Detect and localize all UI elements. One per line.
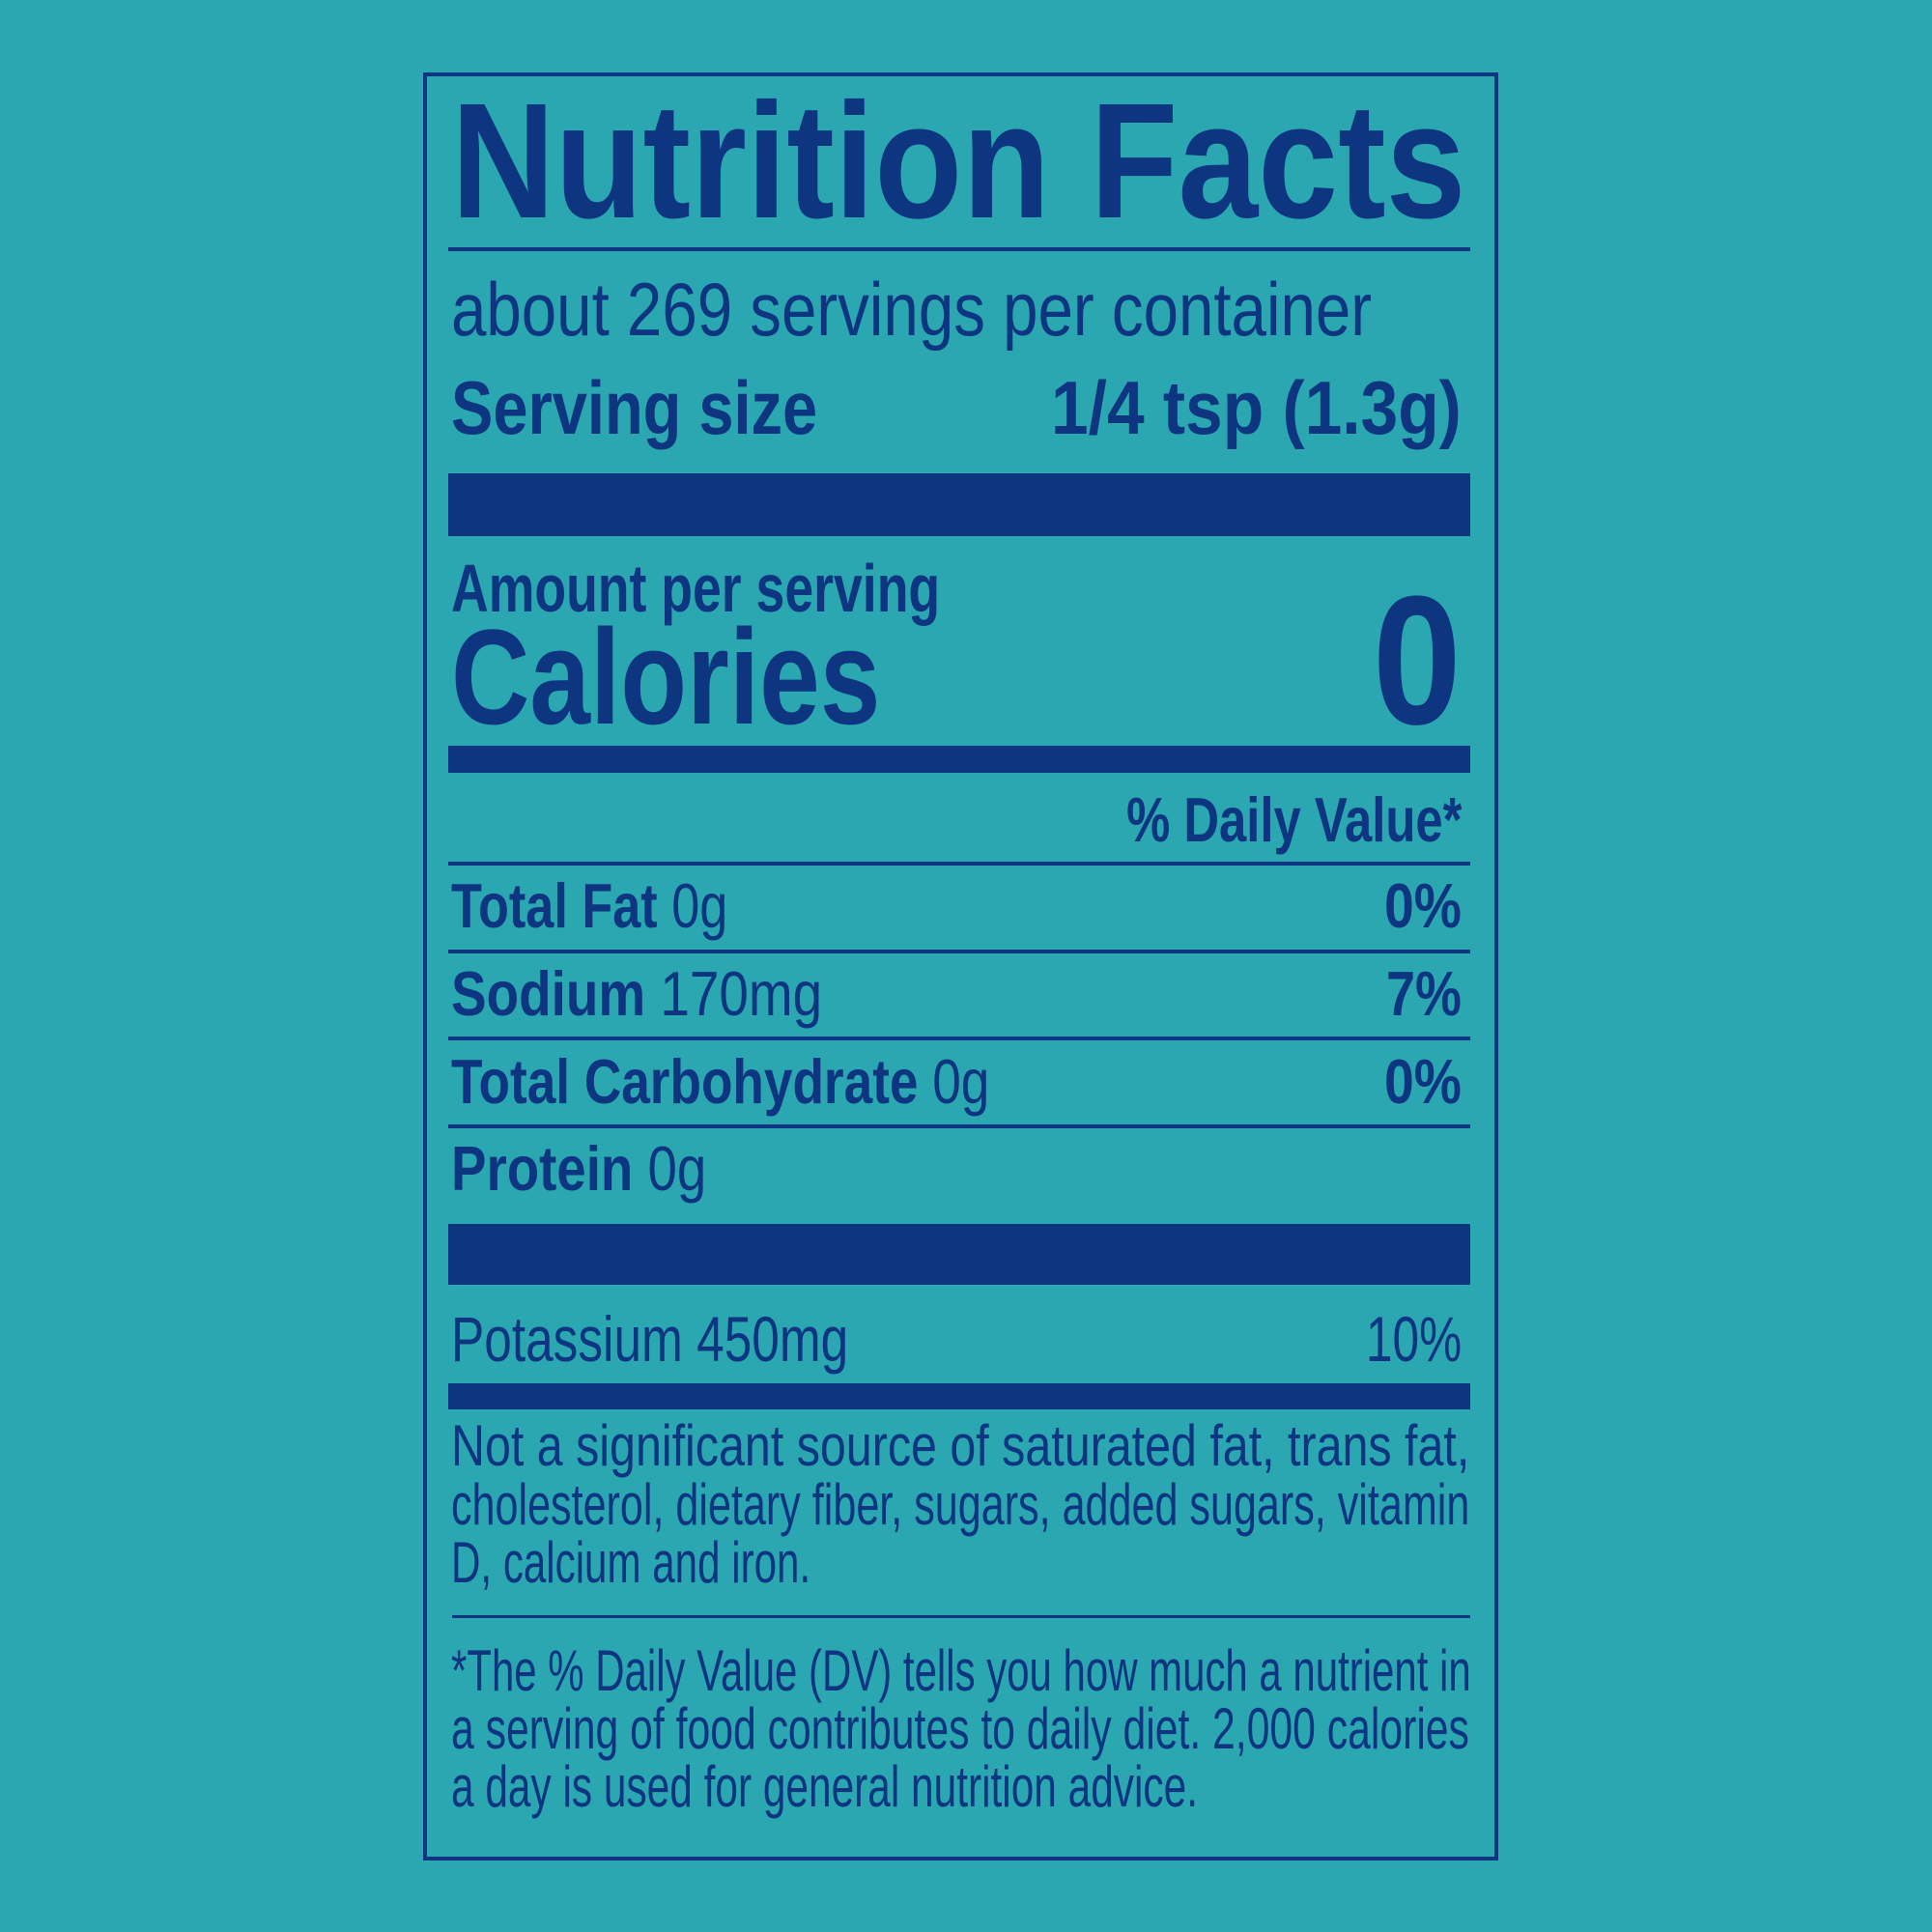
serving-size-label: Serving size	[451, 365, 818, 450]
calories-label: Calories	[451, 601, 881, 753]
nutrient-dv: 7%	[1386, 958, 1462, 1029]
row-divider	[448, 862, 1470, 866]
amount-per-serving: Amount per serving	[451, 551, 941, 626]
mineral-row-potassium: Potassium 450mg	[451, 1307, 848, 1371]
nutrition-facts-panel	[423, 72, 1498, 1861]
nutrient-name: Protein	[451, 1133, 634, 1204]
thick-divider	[448, 473, 1470, 536]
nutrient-amount: 0g	[647, 1133, 707, 1204]
nutrient-name: Total Fat	[451, 870, 658, 941]
calories-value: 0	[1373, 558, 1462, 763]
serving-size-value: 1/4 tsp (1.3g)	[1051, 365, 1462, 450]
nutrient-amount: 0g	[671, 870, 728, 941]
row-divider	[448, 1037, 1470, 1040]
nutrient-row-total-fat: Total Fat 0g	[451, 874, 727, 937]
not-significant-line: cholesterol, dietary fiber, sugars, adde…	[451, 1472, 1470, 1537]
mineral-dv: 10%	[1365, 1303, 1462, 1375]
thick-divider	[448, 1224, 1470, 1285]
footnote-line: a serving of food contributes to daily d…	[451, 1696, 1469, 1761]
nutrient-row-sodium: Sodium 170mg	[451, 962, 822, 1025]
nutrient-name: Sodium	[451, 958, 646, 1029]
nutrient-row-protein: Protein 0g	[451, 1137, 706, 1200]
mineral-amount: 450mg	[696, 1303, 849, 1375]
row-divider	[448, 950, 1470, 953]
nutrient-dv: 0%	[1384, 870, 1462, 941]
daily-value-header: % Daily Value*	[1125, 784, 1462, 855]
title-divider	[448, 247, 1470, 251]
mineral-name: Potassium	[451, 1303, 683, 1375]
nutrient-amount: 170mg	[660, 958, 823, 1029]
nutrient-amount: 0g	[932, 1046, 990, 1117]
not-significant-line: Not a significant source of saturated fa…	[451, 1413, 1470, 1478]
footnote-divider	[452, 1615, 1470, 1618]
row-divider	[448, 1124, 1470, 1128]
nutrient-row-total-carbohydrate: Total Carbohydrate 0g	[451, 1050, 989, 1113]
medium-divider	[448, 1383, 1470, 1409]
servings-per-container: about 269 servings per container	[451, 267, 1373, 352]
footnote-line: *The % Daily Value (DV) tells you how mu…	[451, 1638, 1471, 1703]
footnote-line: a day is used for general nutrition advi…	[451, 1754, 1198, 1819]
nutrient-name: Total Carbohydrate	[451, 1046, 919, 1117]
not-significant-line: D, calcium and iron.	[451, 1530, 811, 1595]
nutrient-dv: 0%	[1384, 1046, 1462, 1117]
title: Nutrition Facts	[451, 70, 1466, 253]
medium-divider	[448, 746, 1470, 773]
